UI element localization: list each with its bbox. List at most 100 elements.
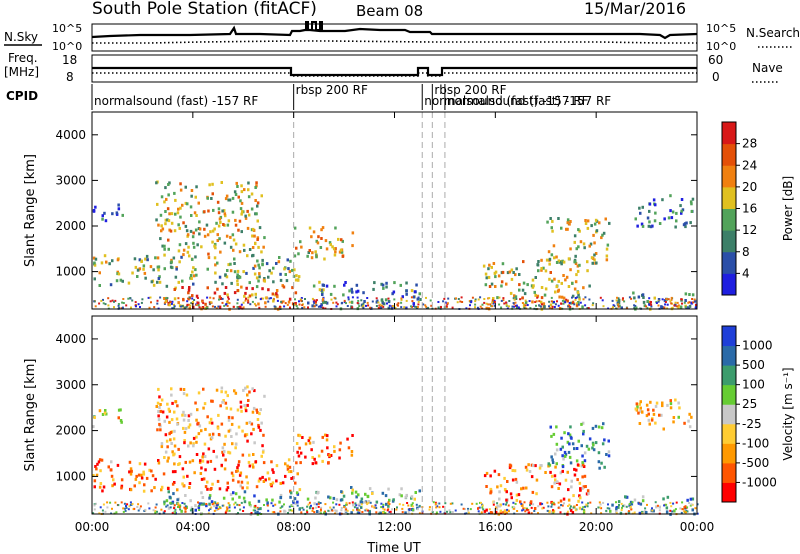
echo-cell	[524, 465, 528, 469]
echo-cell	[233, 389, 236, 393]
echo-cell	[319, 508, 322, 511]
echo-cell	[548, 262, 551, 266]
echo-cell	[537, 505, 540, 508]
echo-cell	[108, 262, 111, 266]
echo-cell	[267, 288, 270, 292]
echo-cell	[646, 300, 649, 303]
echo-cell	[173, 504, 176, 507]
echo-cell	[203, 455, 207, 458]
echo-cell	[156, 401, 160, 405]
echo-cell	[251, 300, 254, 303]
echo-cell	[345, 503, 348, 506]
echo-cell	[553, 474, 557, 478]
echo-cell	[411, 505, 414, 508]
echo-cell	[165, 297, 168, 300]
echo-cell	[533, 510, 536, 512]
echo-cell	[282, 300, 285, 303]
echo-cell	[478, 512, 481, 515]
echo-cell	[573, 303, 576, 306]
echo-cell	[236, 469, 239, 473]
echo-cell	[223, 291, 227, 295]
echo-cell	[326, 434, 329, 438]
echo-cell	[237, 512, 239, 514]
echo-cell	[173, 462, 176, 466]
echo-cell	[675, 305, 678, 308]
echo-cell	[125, 505, 127, 507]
echo-cell	[253, 264, 257, 268]
echo-cell	[170, 442, 173, 445]
echo-cell	[137, 303, 140, 306]
echo-cell	[300, 299, 303, 302]
echo-cell	[281, 481, 285, 485]
echo-cell	[168, 303, 171, 307]
echo-cell	[307, 251, 310, 254]
echo-cell	[602, 231, 606, 235]
echo-cell	[633, 498, 637, 502]
echo-cell	[641, 512, 644, 515]
echo-cell	[182, 253, 185, 257]
echo-cell	[317, 501, 320, 504]
colorbar-segment	[722, 251, 736, 274]
echo-cell	[490, 265, 493, 269]
echo-cell	[399, 283, 402, 287]
echo-cell	[506, 508, 509, 511]
echo-cell	[179, 387, 183, 391]
echo-cell	[411, 300, 414, 303]
echo-cell	[332, 247, 336, 251]
echo-cell	[582, 432, 585, 436]
echo-cell	[482, 508, 485, 511]
echo-cell	[152, 283, 156, 287]
echo-cell	[568, 222, 571, 226]
echo-cell	[648, 302, 651, 305]
echo-cell	[334, 509, 337, 512]
echo-cell	[157, 410, 160, 413]
echo-cell	[410, 495, 414, 499]
echo-cell	[229, 235, 232, 239]
echo-cell	[517, 306, 520, 309]
echo-cell	[594, 218, 598, 222]
echo-cell	[398, 503, 401, 506]
echo-cell	[170, 221, 174, 225]
echo-cell	[225, 275, 229, 279]
echo-cell	[527, 463, 530, 467]
echo-cell	[329, 496, 332, 500]
echo-cell	[530, 463, 534, 467]
echo-cell	[188, 306, 191, 310]
echo-cell	[302, 508, 305, 511]
echo-cell	[577, 301, 580, 304]
echo-cell	[211, 482, 214, 486]
echo-cell	[167, 193, 170, 197]
echo-cell	[574, 297, 577, 299]
echo-cell	[320, 303, 323, 307]
echo-cell	[198, 220, 201, 224]
echo-cell	[388, 300, 391, 303]
colorbar-tick-label: 28	[742, 137, 757, 151]
echo-cell	[212, 297, 215, 300]
echo-cell	[311, 297, 314, 300]
echo-cell	[227, 297, 230, 300]
echo-cell	[121, 306, 124, 309]
echo-cell	[510, 496, 513, 500]
echo-cell	[100, 458, 104, 462]
echo-cell	[487, 303, 490, 306]
echo-cell	[325, 301, 329, 305]
echo-cell	[210, 436, 214, 440]
echo-cell	[180, 509, 183, 513]
echo-cell	[146, 258, 149, 262]
echo-cell	[123, 502, 126, 505]
echo-cell	[143, 483, 146, 487]
echo-cell	[93, 277, 96, 281]
echo-cell	[591, 441, 595, 445]
echo-cell	[196, 297, 199, 299]
echo-cell	[234, 218, 237, 222]
echo-cell	[578, 481, 582, 485]
echo-cell	[218, 487, 222, 491]
echo-cell	[239, 199, 242, 203]
echo-cell	[669, 209, 672, 213]
echo-cell	[460, 503, 463, 506]
echo-cell	[566, 470, 569, 474]
echo-cell	[561, 469, 564, 473]
echo-cell	[193, 211, 197, 215]
echo-cell	[191, 235, 195, 239]
echo-cell	[365, 304, 367, 307]
